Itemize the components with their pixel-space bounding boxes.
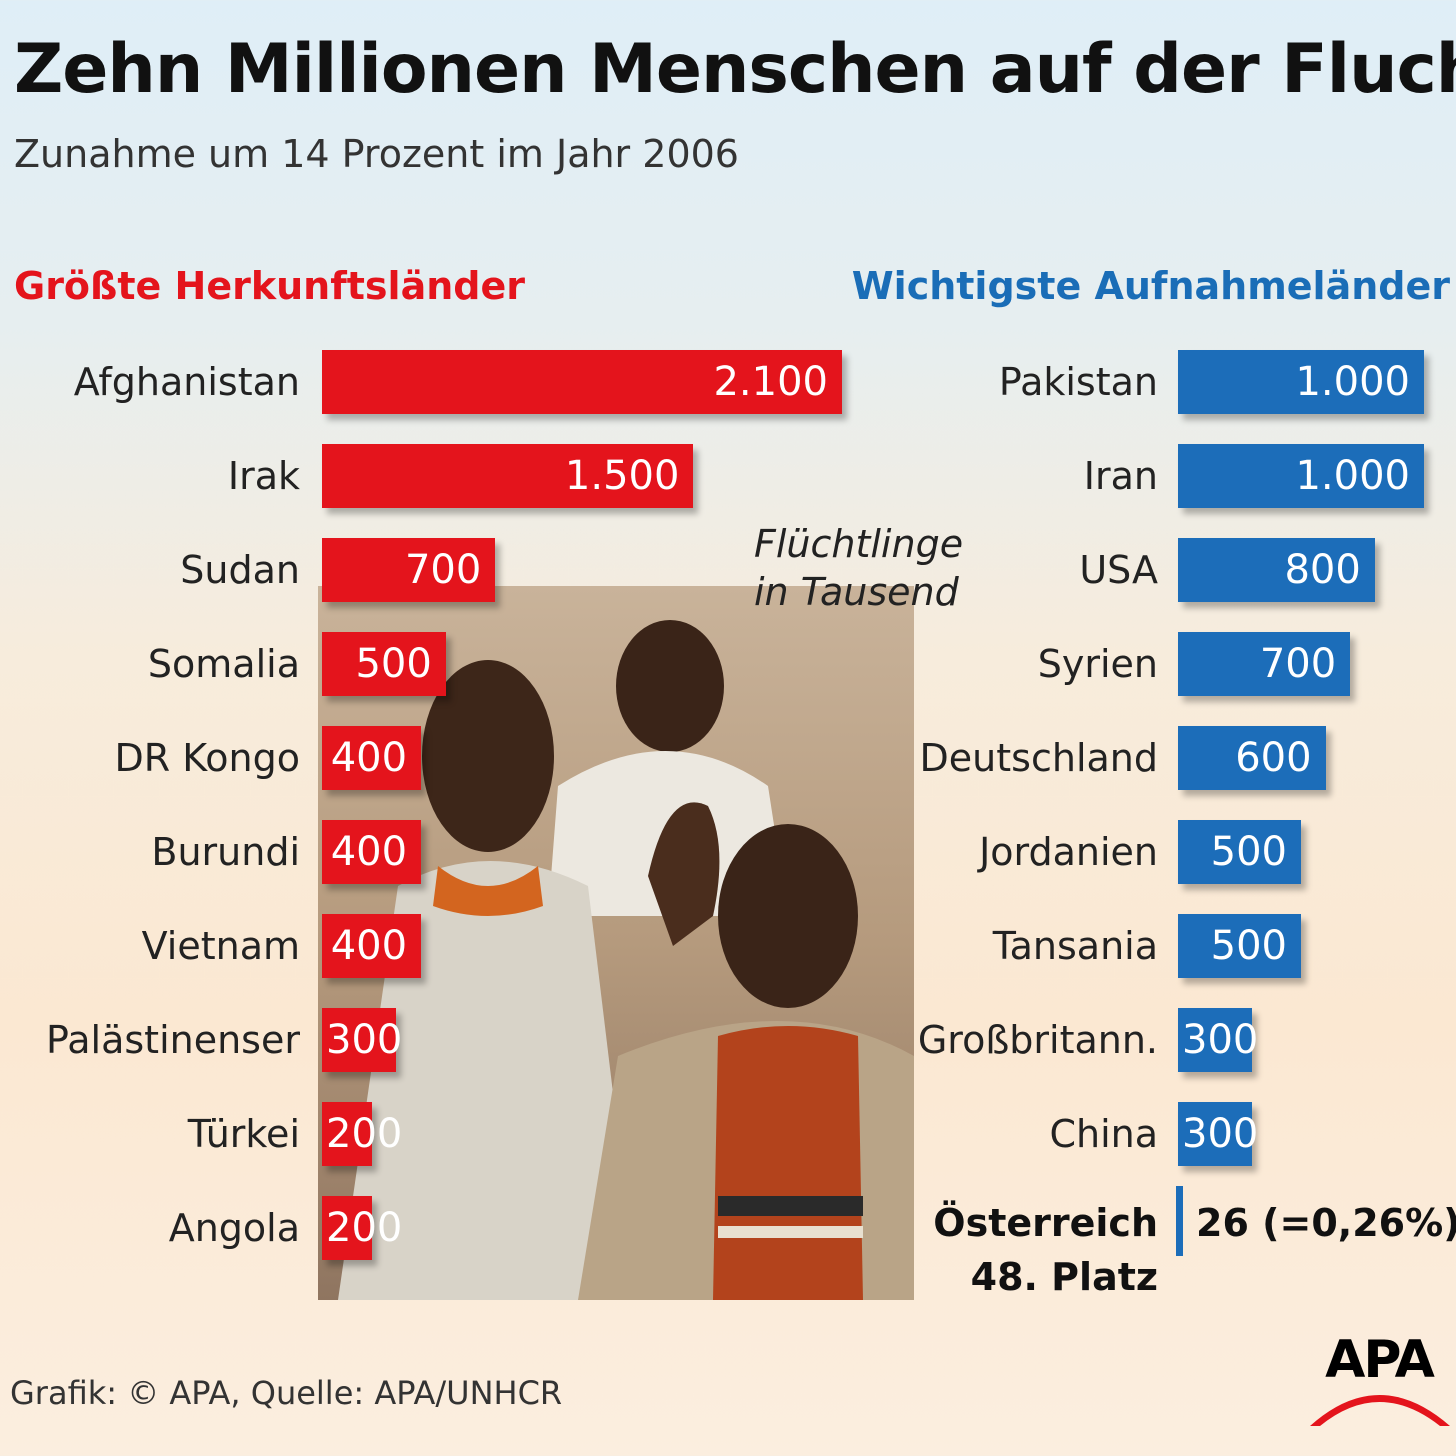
host-category-label: Tansania — [992, 924, 1158, 968]
origin-bar-value-label: 400 — [330, 923, 408, 969]
apa-logo: APA — [1304, 1330, 1454, 1430]
origin-bar-value-label: 700 — [404, 547, 482, 593]
austria-bar — [1176, 1186, 1183, 1256]
origin-bar: 200 — [322, 1196, 402, 1260]
host-category-label: China — [1049, 1112, 1158, 1156]
host-bar-value-label: 300 — [1182, 1017, 1259, 1063]
host-bar-value-label: 500 — [1210, 829, 1287, 875]
austria-name: Österreich — [933, 1201, 1158, 1245]
origin-bar-value-label: 200 — [326, 1111, 403, 1157]
unit-note: Flüchtlinge in Tausend — [754, 520, 963, 616]
origin-bar-value-label: 2.100 — [713, 359, 828, 405]
origin-bar: 400 — [322, 914, 422, 978]
origin-bar: 400 — [322, 820, 422, 884]
source-credit: Grafik: © APA, Quelle: APA/UNHCR — [10, 1374, 563, 1412]
host-bar-value-label: 1.000 — [1295, 453, 1410, 499]
unit-note-line-2: in Tausend — [754, 570, 959, 614]
austria-label: Österreich 48. Platz — [868, 1196, 1158, 1304]
origin-bar: 1.500 — [322, 444, 694, 508]
host-category-label: USA — [1079, 548, 1158, 592]
host-bar: 300 — [1178, 1102, 1258, 1166]
host-bar: 600 — [1178, 726, 1326, 790]
apa-logo-text: APA — [1325, 1330, 1435, 1390]
origin-bar: 500 — [322, 632, 446, 696]
origin-category-label: Sudan — [180, 548, 300, 592]
host-bar: 300 — [1178, 1008, 1258, 1072]
origin-category-label: DR Kongo — [114, 736, 300, 780]
origin-bar-value-label: 200 — [326, 1205, 403, 1251]
unit-note-line-1: Flüchtlinge — [754, 522, 964, 566]
host-category-label: Iran — [1083, 454, 1158, 498]
austria-value: 26 (=0,26%) — [1196, 1201, 1456, 1245]
left-chart-heading: Größte Herkunftsländer — [14, 264, 525, 308]
host-bar-value-label: 300 — [1182, 1111, 1259, 1157]
host-category-label: Jordanien — [979, 830, 1158, 874]
austria-rank: 48. Platz — [970, 1255, 1158, 1299]
origin-bar: 200 — [322, 1102, 402, 1166]
origin-bar: 300 — [322, 1008, 402, 1072]
origin-category-label: Vietnam — [141, 924, 300, 968]
host-bar: 500 — [1178, 914, 1301, 978]
host-bar: 1.000 — [1178, 350, 1424, 414]
origin-category-label: Palästinenser — [46, 1018, 300, 1062]
origin-bar-value-label: 1.500 — [564, 453, 680, 499]
host-bar-value-label: 600 — [1235, 735, 1312, 781]
host-bar-value-label: 1.000 — [1295, 359, 1410, 405]
origin-bar: 400 — [322, 726, 422, 790]
host-category-label: Syrien — [1037, 642, 1158, 686]
origin-category-label: Angola — [168, 1206, 300, 1250]
host-bar-value-label: 500 — [1210, 923, 1287, 969]
host-bar-value-label: 700 — [1259, 641, 1337, 687]
origin-bar: 2.100 — [322, 350, 842, 414]
host-category-label: Großbritann. — [917, 1018, 1158, 1062]
origin-bar: 700 — [322, 538, 496, 602]
host-bar: 800 — [1178, 538, 1375, 602]
origin-bar-value-label: 300 — [326, 1017, 403, 1063]
host-bar: 500 — [1178, 820, 1301, 884]
host-category-label: Pakistan — [998, 360, 1158, 404]
origin-category-label: Burundi — [151, 830, 300, 874]
right-chart-heading: Wichtigste Aufnahmeländer — [851, 264, 1450, 308]
host-bar-value-label: 800 — [1284, 547, 1361, 593]
origin-category-label: Irak — [227, 454, 300, 498]
origin-category-label: Afghanistan — [73, 360, 300, 404]
origin-category-label: Türkei — [187, 1112, 300, 1156]
origin-bar-value-label: 400 — [330, 829, 408, 875]
origin-category-label: Somalia — [147, 642, 300, 686]
host-category-label: Deutschland — [919, 736, 1158, 780]
origin-bar-value-label: 400 — [330, 735, 408, 781]
host-bar: 700 — [1178, 632, 1351, 696]
apa-logo-swoosh — [1310, 1395, 1450, 1426]
chart-title: Zehn Millionen Menschen auf der Flucht — [14, 30, 1456, 109]
chart-subtitle: Zunahme um 14 Prozent im Jahr 2006 — [14, 132, 739, 176]
host-bar: 1.000 — [1178, 444, 1424, 508]
origin-bar-value-label: 500 — [355, 641, 432, 687]
